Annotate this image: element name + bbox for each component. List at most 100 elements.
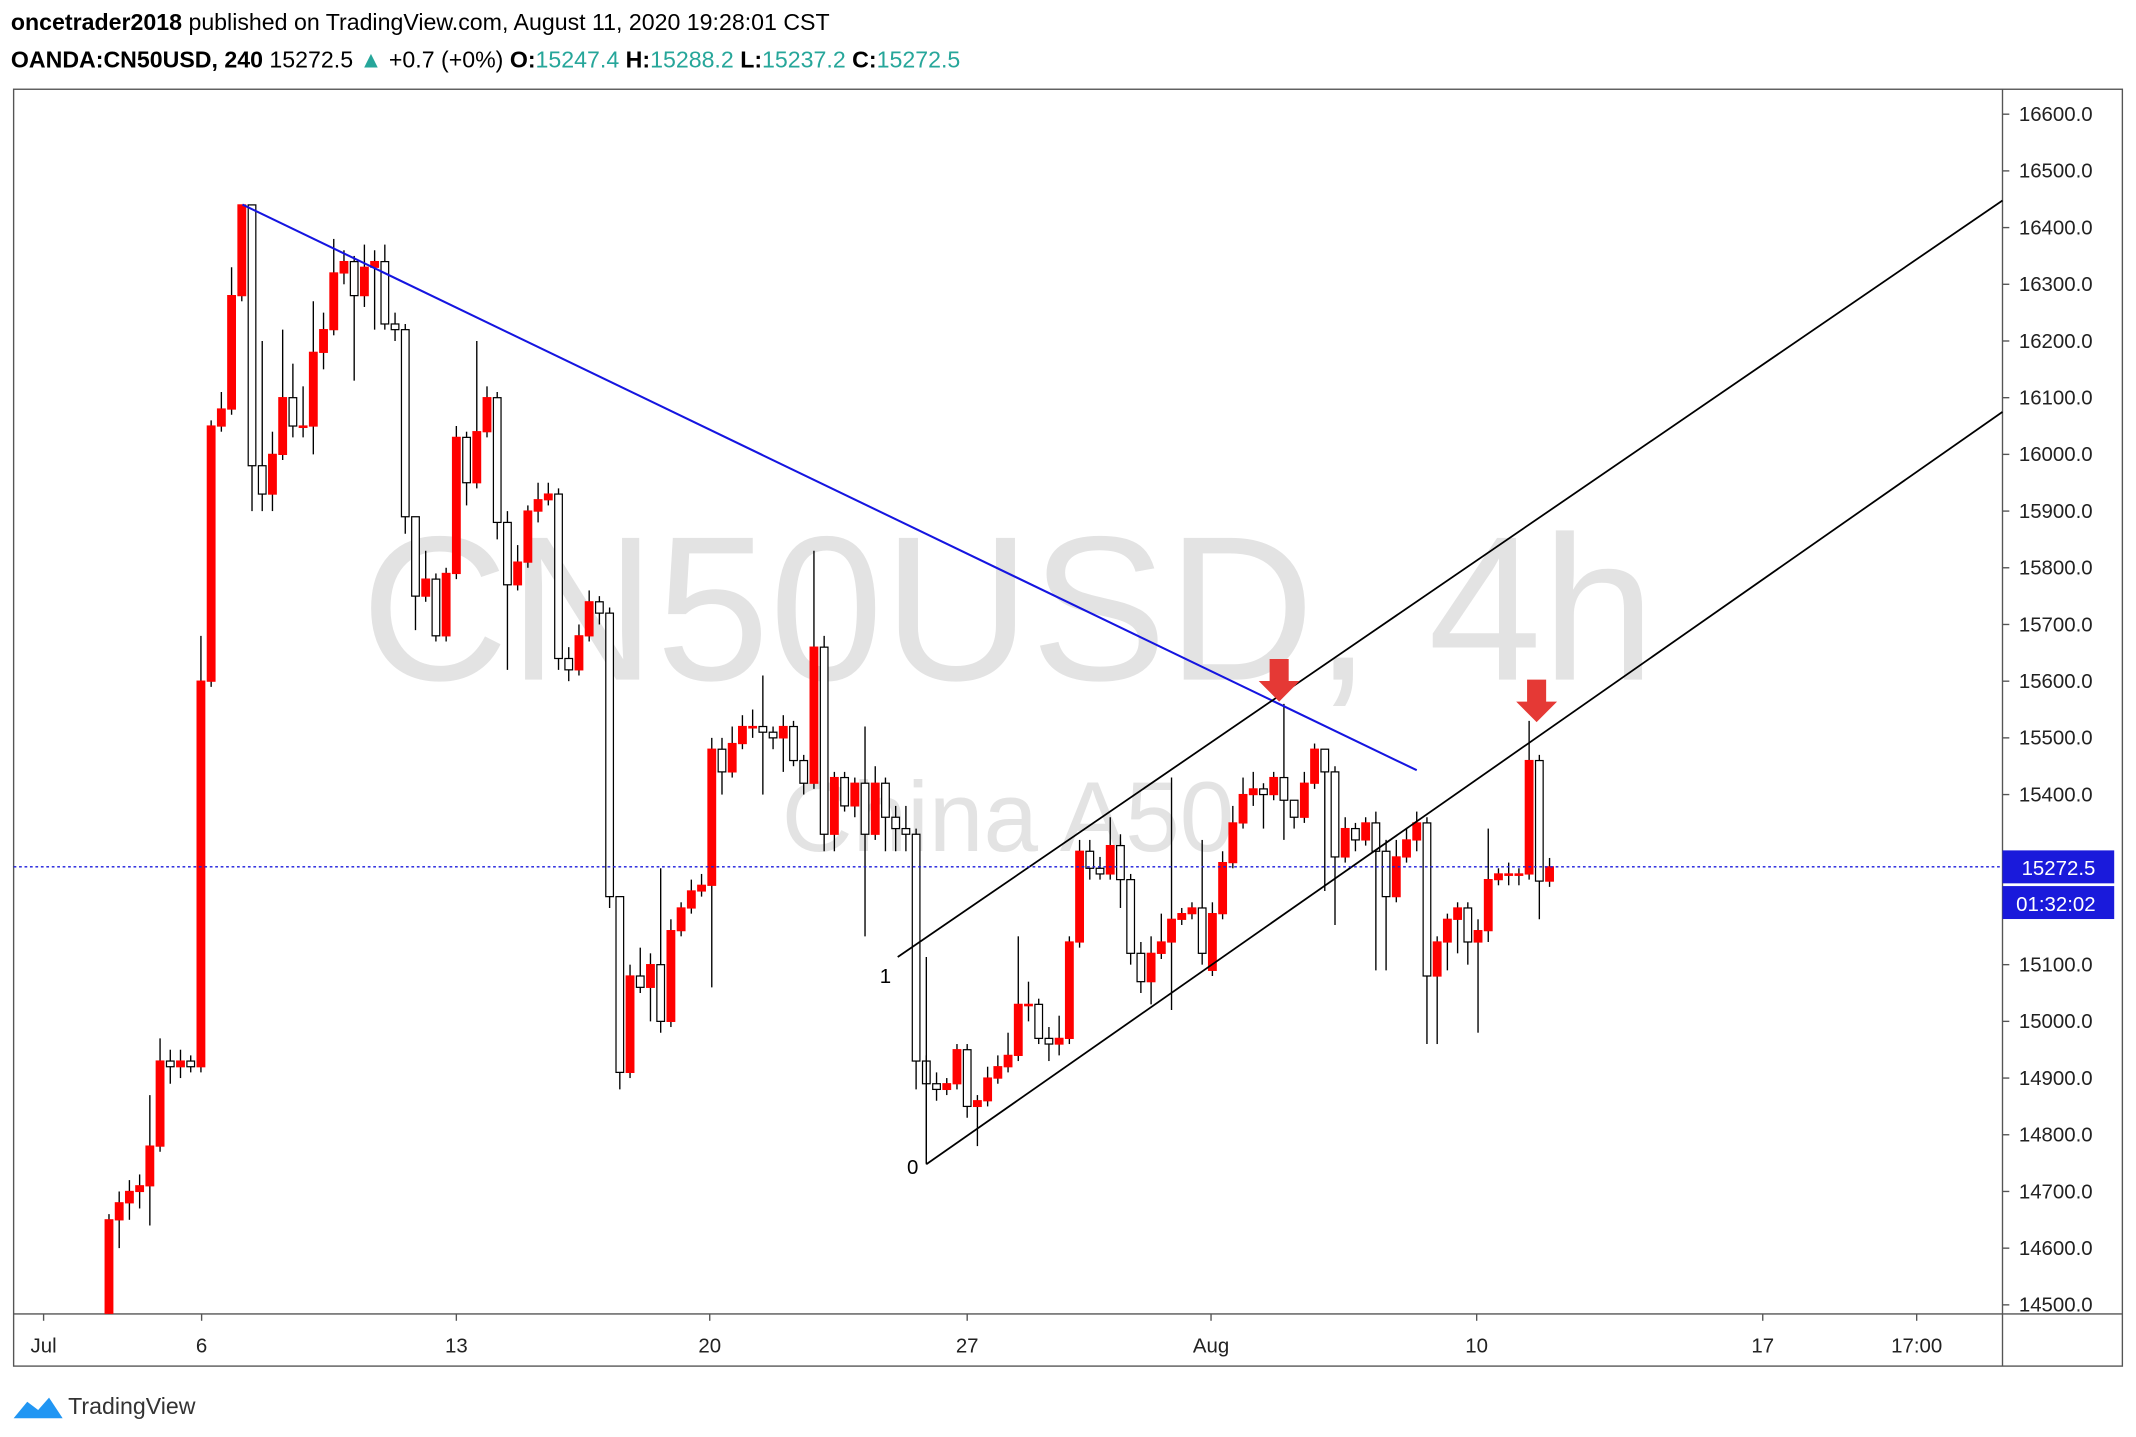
candle-body [1463,907,1473,943]
candle-body [605,612,615,898]
y-tick-label: 16500.0 [2019,160,2093,183]
x-tick-label: Aug [1193,1334,1229,1357]
candle-body [656,964,666,1022]
candle-body [206,425,216,682]
candle-body [1310,748,1319,784]
candle-body [1473,930,1483,943]
candle-body [584,601,594,637]
y-tick-label: 15100.0 [2019,953,2093,976]
candle-body [339,260,349,274]
candle-body [503,521,512,586]
candle-body [1299,782,1309,818]
candle-body [145,1145,155,1187]
candle-body [329,272,339,331]
last-price: 15272.5 [269,46,353,72]
y-tick-label: 16600.0 [2019,103,2093,126]
close-value: 15272.5 [877,46,961,72]
candle-body [1422,822,1432,977]
candle-body [615,896,625,1074]
x-tick-label: 17:00 [1891,1334,1942,1357]
candle-body [1453,907,1463,920]
candle-body [319,329,328,353]
candle-body [901,827,911,835]
candle-body [778,725,788,739]
y-tick-label: 15000.0 [2019,1010,2093,1033]
candle-body [186,1060,196,1068]
x-tick-label: Jul [31,1334,57,1357]
x-tick-label: 13 [445,1334,468,1357]
candle-body [288,397,298,427]
change: +0.7 (+0%) [389,46,504,72]
candle-body [972,1100,982,1108]
candle-body [196,680,206,1068]
arrow-down [1258,659,1300,702]
channel-upper [897,199,2003,958]
candle-body [1136,952,1146,983]
candle-body [1371,822,1381,852]
candle-body [1238,793,1248,824]
candle-body [176,1060,185,1068]
candle-body [1391,856,1401,898]
candle-body [717,748,727,773]
y-tick-label: 15400.0 [2019,783,2093,806]
candle-body [1075,850,1085,943]
candle-body [349,260,359,297]
low-label: L: [740,46,762,72]
candle-body [216,408,226,427]
candle-body [952,1049,962,1085]
candle-body [1126,878,1136,954]
candle-body [758,725,768,733]
brand-logo: TradingView [13,1393,196,1419]
y-tick-label: 14800.0 [2019,1124,2093,1147]
x-tick-label: 20 [698,1334,721,1357]
candle-body [574,635,584,671]
y-tick-label: 15900.0 [2019,500,2093,523]
candle-body [482,397,492,433]
drawings: 1 0 [242,199,2004,1179]
candle-body [666,930,676,1022]
y-tick-label: 15500.0 [2019,727,2093,750]
candle-body [1514,873,1524,876]
low-value: 15237.2 [762,46,846,72]
high-value: 15288.2 [650,46,734,72]
candle-body [421,578,431,597]
candle-body [932,1083,941,1091]
candle-body [237,204,247,297]
y-tick-label: 14900.0 [2019,1067,2093,1090]
candle-body [799,759,809,784]
candle-body [554,493,563,660]
y-tick-label: 14500.0 [2019,1294,2093,1317]
candle-body [492,397,502,524]
candle-body [1197,907,1207,954]
candle-body [1105,844,1115,875]
candle-body [1259,788,1268,796]
candle-body [1340,827,1350,858]
candle-body [962,1049,972,1108]
candle-body [1412,822,1422,841]
candle-body [1116,844,1125,881]
candle-body [1381,850,1391,898]
candle-body [789,725,798,762]
candle-body [431,578,441,637]
candle-body [625,975,635,1074]
candle-body [1146,952,1156,983]
last-price-box [2002,850,2115,884]
candle-body [124,1190,134,1204]
candle-body [809,646,819,784]
header-line-2: OANDA:CN50USD, 240 15272.5 ▲ +0.7 (+0%) … [11,46,960,72]
candle-body [829,776,839,835]
x-tick-label: 27 [956,1334,979,1357]
candle-body [1167,918,1176,943]
candle-body [1483,878,1493,932]
watermark-sub: China A50 [782,762,1235,872]
candle-body [1432,941,1442,977]
candle-body [983,1077,993,1102]
candle-body [533,499,543,512]
candle-body [993,1066,1003,1079]
candle-body [441,572,451,637]
y-tick-label: 16300.0 [2019,273,2093,296]
candle-body [676,907,686,932]
candle-body [911,833,921,1062]
published: published on TradingView.com, August 11,… [188,9,829,35]
